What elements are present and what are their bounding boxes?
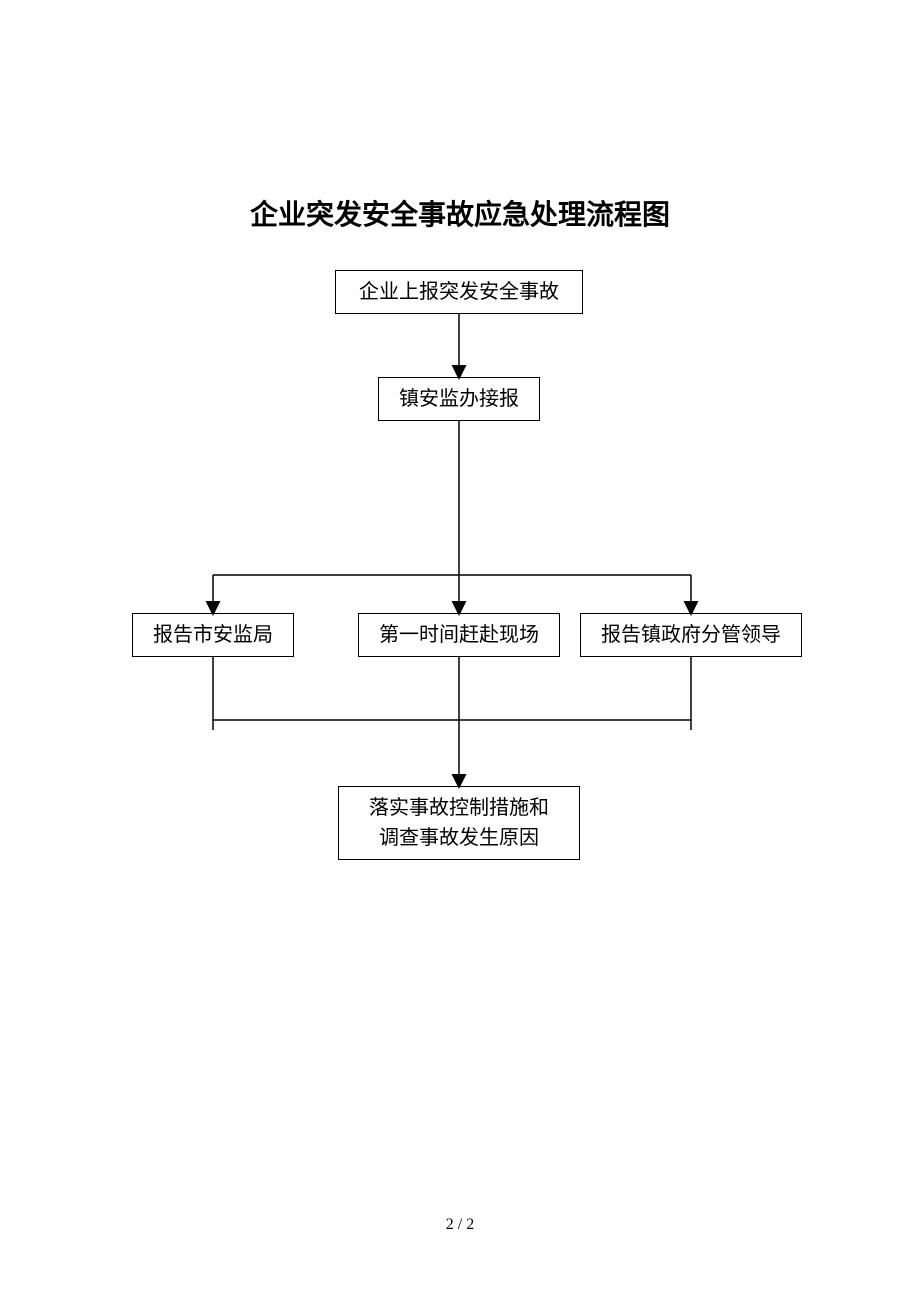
flowchart-node: 第一时间赶赴现场: [358, 613, 560, 657]
flowchart-node: 镇安监办接报: [378, 377, 540, 421]
flowchart-node: 企业上报突发安全事故: [335, 270, 583, 314]
flowchart-node: 报告市安监局: [132, 613, 294, 657]
flowchart-node: 落实事故控制措施和 调查事故发生原因: [338, 786, 580, 860]
page-number: 2 / 2: [0, 1216, 920, 1234]
flowchart-node: 报告镇政府分管领导: [580, 613, 802, 657]
flowchart-title: 企业突发安全事故应急处理流程图: [0, 193, 920, 233]
